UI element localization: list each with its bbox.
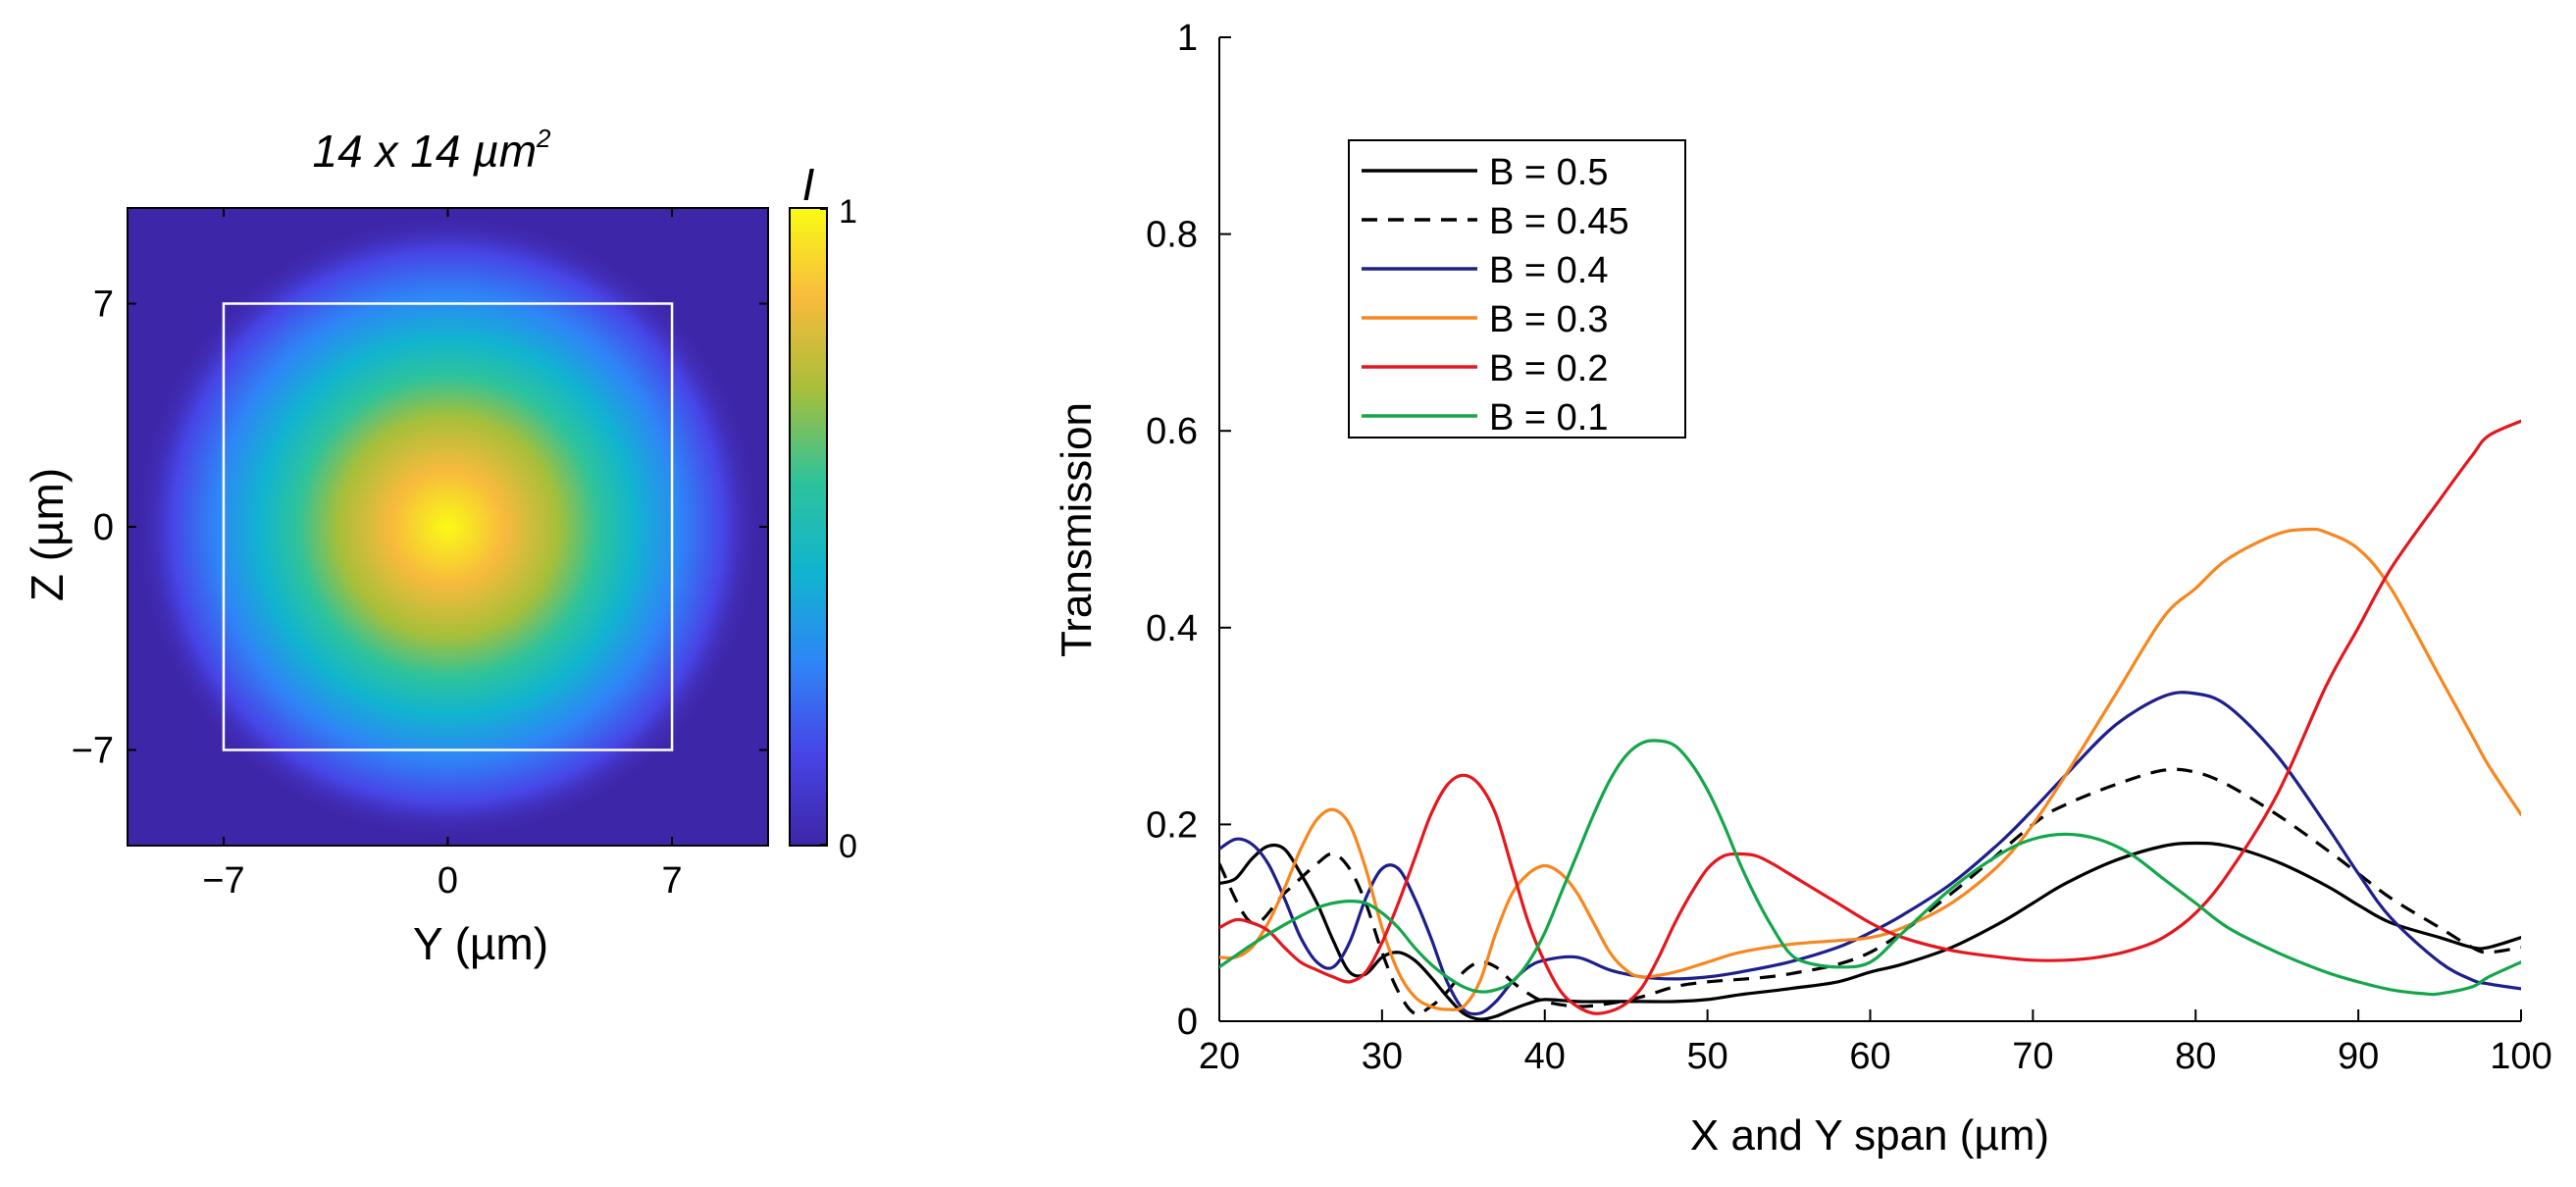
heatmap-x-tick-label: 7	[661, 860, 682, 902]
legend-label-1: B = 0.5	[1489, 152, 1608, 193]
line-chart-x-axis-label: X and Y span (µm)	[1690, 1111, 2049, 1160]
line-chart-y-tick-label: 0.2	[1146, 804, 1198, 846]
series-line-6	[1219, 739, 2521, 997]
line-chart-y-axis-label: Transmission	[1053, 402, 1101, 657]
heatmap-x-tick-label: 0	[438, 860, 458, 902]
line-chart-x-tick-label: 60	[1849, 1036, 1890, 1077]
series-line-4	[1219, 527, 2521, 1011]
heatmap-y-tick-label: 0	[93, 507, 114, 548]
heatmap-y-ticks: −7 0 7	[72, 284, 768, 772]
colorbar-label: I	[802, 159, 815, 210]
heatmap-x-tick-label: −7	[202, 860, 244, 902]
waveguide-outline	[222, 302, 674, 751]
legend-box	[1348, 139, 1686, 439]
heatmap-y-axis-label: Z (µm)	[22, 468, 73, 601]
legend-label-5: B = 0.2	[1489, 348, 1608, 389]
heatmap-chart: 14 x 14 µm2 −7 0 7 −707 Y (µm) Z (µm) I 1 …	[22, 124, 857, 969]
heatmap-title: 14 x 14 µm2	[313, 124, 552, 177]
line-chart-x-tick-label: 70	[2012, 1036, 2053, 1077]
line-chart-y-tick-label: 1	[1177, 18, 1198, 59]
heatmap-x-axis-label: Y (µm)	[413, 918, 548, 969]
colorbar	[789, 207, 828, 847]
line-chart-y-tick-label: 0.8	[1146, 215, 1198, 256]
line-chart-x-tick-label: 30	[1362, 1036, 1403, 1077]
line-chart-x-tick-label: 100	[2490, 1036, 2551, 1077]
heatmap-y-tick-label: 7	[93, 284, 114, 326]
line-chart-x-tick-label: 50	[1686, 1036, 1727, 1077]
legend-label-4: B = 0.3	[1489, 299, 1608, 340]
series-line-1	[1219, 841, 2521, 1021]
line-chart-y-tick-label: 0	[1177, 1002, 1198, 1043]
line-chart-x-tick-label: 80	[2175, 1036, 2216, 1077]
legend-label-2: B = 0.45	[1489, 201, 1629, 242]
transmission-line-chart: 20 30 40 50 60 70 80 90 100 0 0.2 0.4 0.6 0.8 1 X and…	[1053, 18, 2552, 1160]
legend-label-3: B = 0.4	[1489, 250, 1608, 291]
line-chart-x-tick-label: 40	[1524, 1036, 1566, 1077]
series-line-3	[1219, 691, 2521, 1016]
colorbar-tick-label-max: 1	[839, 193, 857, 231]
beam-intensity-spot	[133, 213, 762, 841]
colorbar-tick-label-min: 0	[839, 828, 857, 865]
line-chart-y-tick-label: 0.6	[1146, 411, 1198, 452]
heatmap-x-ticks: −7 0 7	[202, 208, 683, 902]
series-line-2	[1219, 767, 2521, 1016]
series-line-5	[1219, 419, 2521, 1015]
legend: B = 0.5 B = 0.45 B = 0.4 B = 0.3 B = 0.2 B = …	[1348, 139, 1686, 439]
heatmap-title-base: 14 x 14 µm	[313, 126, 538, 177]
line-chart-y-ticks: 0 0.2 0.4 0.6 0.8 1	[1146, 18, 1231, 1043]
line-chart-series	[1219, 419, 2521, 1021]
line-chart-x-tick-label: 20	[1199, 1036, 1240, 1077]
heatmap-title-superscript: 2	[536, 124, 551, 153]
legend-label-6: B = 0.1	[1489, 397, 1608, 439]
heatmap-y-tick-label: −7	[72, 731, 114, 772]
line-chart-x-tick-label: 90	[2338, 1036, 2379, 1077]
line-chart-x-ticks: 20 30 40 50 60 70 80 90 100	[1199, 1009, 2552, 1077]
line-chart-y-tick-label: 0.4	[1146, 608, 1198, 649]
